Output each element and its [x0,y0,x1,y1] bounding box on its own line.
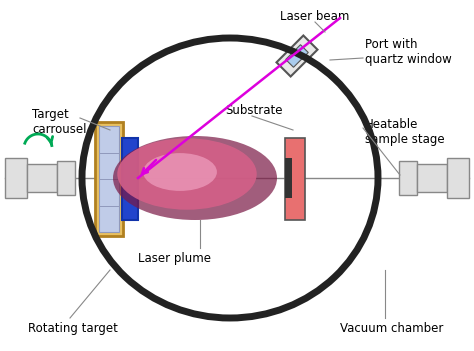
Text: Heatable
sample stage: Heatable sample stage [365,118,445,146]
Text: Rotating target: Rotating target [28,322,118,335]
Bar [95,122,123,236]
Bar [285,158,292,198]
Polygon shape [286,45,308,67]
Bar [122,138,138,220]
Bar [447,158,469,198]
Text: Target
carrousel: Target carrousel [32,108,86,136]
Bar [5,158,27,198]
Ellipse shape [117,138,257,210]
Text: Substrate: Substrate [225,104,283,117]
Bar [57,161,75,195]
Ellipse shape [113,136,277,220]
Bar [27,164,57,192]
Polygon shape [276,35,318,77]
Text: Port with
quartz window: Port with quartz window [365,38,452,66]
Bar [99,126,119,232]
Ellipse shape [143,153,217,191]
Text: Laser beam: Laser beam [280,10,350,23]
Bar [399,161,417,195]
Bar [285,138,305,220]
Ellipse shape [82,38,378,318]
Text: Laser plume: Laser plume [138,252,211,265]
Text: Vacuum chamber: Vacuum chamber [340,322,443,335]
Bar [417,164,447,192]
